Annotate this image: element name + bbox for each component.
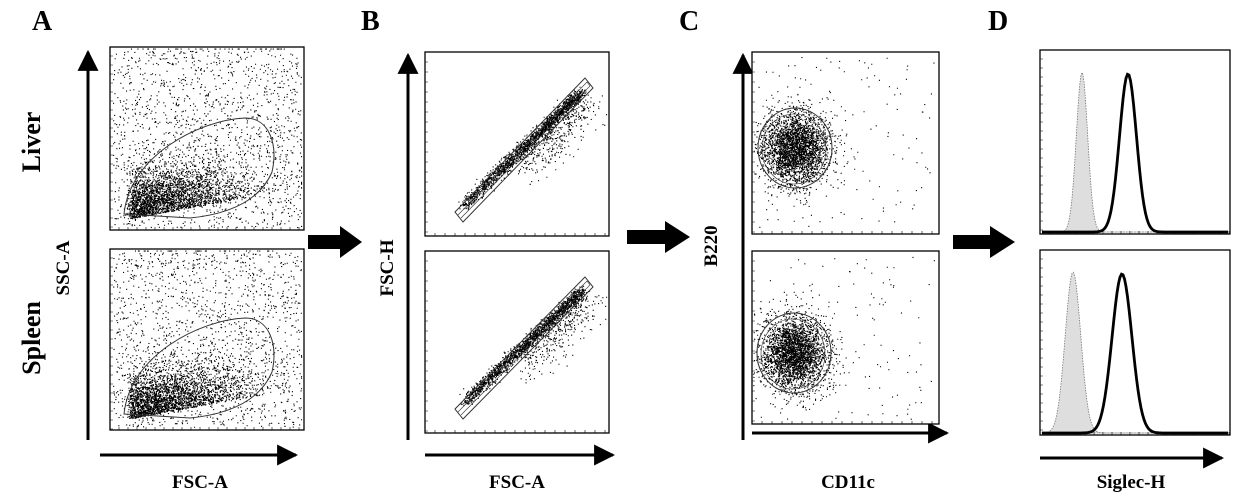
panel-b bbox=[397, 51, 616, 466]
panel-d bbox=[1039, 49, 1231, 469]
singlet-plot-spleen bbox=[424, 250, 610, 434]
siglec-h-histogram-liver bbox=[1039, 49, 1231, 235]
flow-arrow-a-to-b bbox=[308, 226, 362, 258]
panel-c bbox=[732, 51, 950, 444]
y-axis-label-fsc-h: FSC-H bbox=[377, 239, 398, 297]
panel-a bbox=[77, 46, 305, 466]
flow-arrow-c-to-d bbox=[953, 226, 1015, 258]
panel-letter-a: A bbox=[32, 6, 53, 37]
b220-cd11c-plot-liver bbox=[751, 51, 940, 235]
siglec-h-histogram-spleen bbox=[1039, 249, 1231, 436]
row-label-spleen: Spleen bbox=[17, 301, 46, 375]
scatter-plot-spleen bbox=[109, 248, 305, 431]
flow-arrow-b-to-c bbox=[627, 221, 690, 253]
singlet-plot-liver bbox=[424, 51, 610, 237]
x-axis-label-fsc-a-b: FSC-A bbox=[489, 472, 545, 493]
y-axis-label-ssc-a: SSC-A bbox=[53, 240, 74, 296]
panel-letter-b: B bbox=[361, 6, 380, 37]
scatter-plot-liver bbox=[109, 46, 305, 231]
panel-letter-c: C bbox=[679, 6, 700, 37]
b220-cd11c-plot-spleen bbox=[751, 250, 940, 425]
x-axis-label-fsc-a: FSC-A bbox=[172, 472, 228, 493]
y-axis-label-b220: B220 bbox=[701, 225, 722, 267]
x-axis-label-siglec-h: Siglec-H bbox=[1096, 472, 1166, 493]
row-label-liver: Liver bbox=[17, 111, 46, 173]
x-axis-label-cd11c: CD11c bbox=[821, 472, 875, 493]
panel-letter-d: D bbox=[988, 6, 1009, 37]
